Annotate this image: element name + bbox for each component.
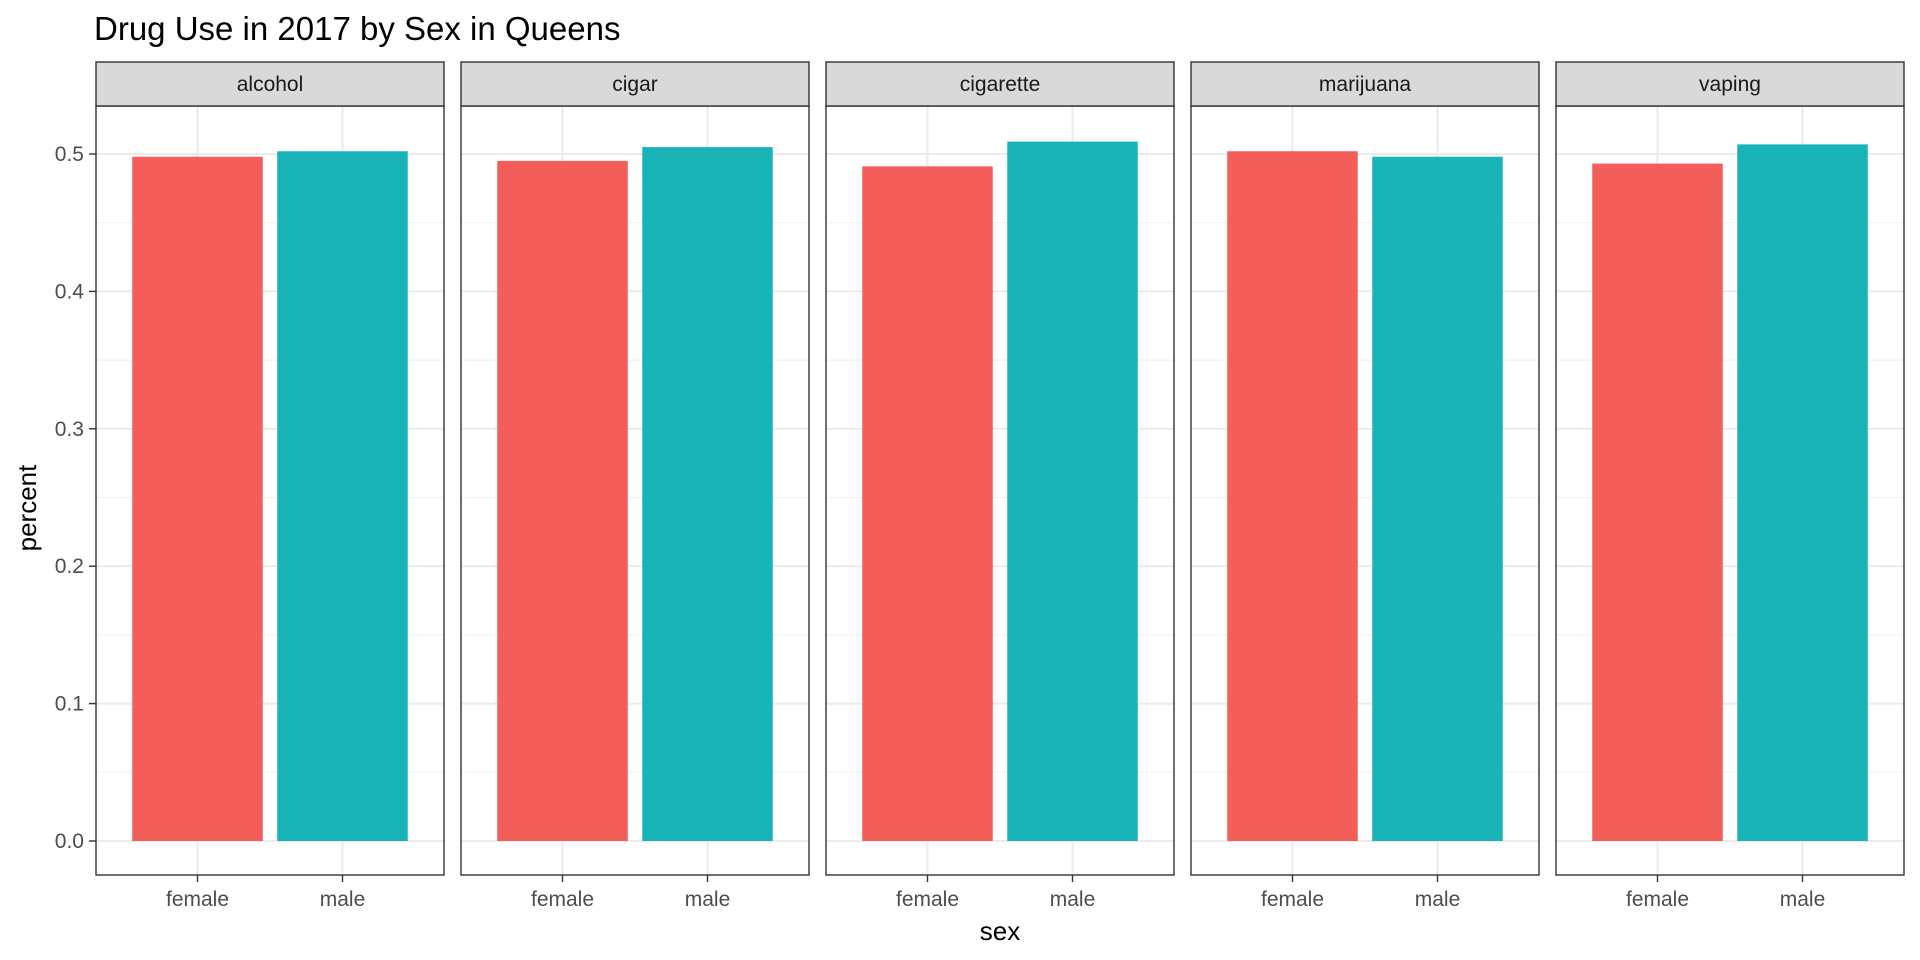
y-tick-label: 0.1: [55, 693, 84, 716]
y-axis-title: percent: [12, 464, 42, 551]
y-tick-label: 0.3: [55, 418, 84, 441]
facet-panel-alcohol: alcohol female male: [95, 61, 445, 911]
facet-panel-vaping: vaping female male: [1555, 61, 1905, 911]
bar-cigarette-male: [1007, 141, 1138, 841]
bar-cigar-male: [642, 147, 773, 841]
facet-label: vaping: [1699, 73, 1761, 96]
x-tick-label: female: [1261, 888, 1324, 911]
facet-strip: [825, 61, 1175, 107]
y-tick-label: 0.5: [55, 143, 84, 166]
facet-strip: [95, 61, 445, 107]
x-tick-label: male: [320, 888, 366, 911]
facet-panel-marijuana: marijuana female male: [1190, 61, 1540, 911]
x-axis-title: sex: [980, 916, 1020, 946]
facet-strip: [460, 61, 810, 107]
facet-label: marijuana: [1319, 73, 1412, 96]
facet-panel-cigar: cigar female male: [460, 61, 810, 911]
x-tick-label: female: [166, 888, 229, 911]
y-axis: 0.0 0.1 0.2 0.3 0.4 0.5: [55, 143, 96, 853]
y-tick-label: 0.2: [55, 555, 84, 578]
x-tick-label: male: [1050, 888, 1096, 911]
bar-cigar-female: [497, 160, 628, 841]
facet-label: alcohol: [237, 73, 304, 96]
bar-marijuana-male: [1372, 156, 1503, 842]
x-tick-label: female: [531, 888, 594, 911]
bar-vaping-female: [1592, 163, 1723, 842]
y-tick-label: 0.0: [55, 830, 84, 853]
facet-label: cigarette: [960, 73, 1041, 96]
x-tick-label: male: [1415, 888, 1461, 911]
x-tick-label: female: [1626, 888, 1689, 911]
facet-label: cigar: [612, 73, 658, 96]
bar-alcohol-male: [277, 151, 408, 841]
bar-vaping-male: [1737, 144, 1868, 841]
facet-strip: [1190, 61, 1540, 107]
chart-title: Drug Use in 2017 by Sex in Queens: [94, 10, 620, 47]
bar-alcohol-female: [132, 156, 263, 842]
x-tick-label: male: [685, 888, 731, 911]
x-tick-label: male: [1780, 888, 1826, 911]
bar-marijuana-female: [1227, 151, 1358, 841]
y-tick-label: 0.4: [55, 280, 85, 303]
facet-panel-cigarette: cigarette female male: [825, 61, 1175, 911]
x-tick-label: female: [896, 888, 959, 911]
bar-cigarette-female: [862, 166, 993, 842]
facet-strip: [1555, 61, 1905, 107]
